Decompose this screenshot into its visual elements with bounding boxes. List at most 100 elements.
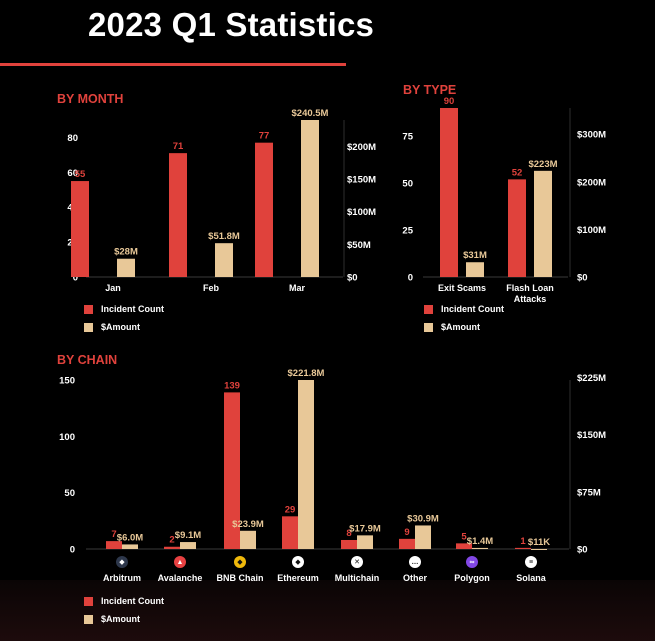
- legend-swatch-amount: [84, 614, 93, 624]
- legend-item-amount: $Amount: [424, 318, 504, 336]
- chain-label-amount: $6.0M: [117, 532, 143, 543]
- solana-icon: ≡: [525, 556, 537, 568]
- type-y-tick-left: 0: [408, 273, 413, 284]
- chain-label-amount: $9.1M: [175, 530, 201, 541]
- polygon-icon: ∞: [466, 556, 478, 568]
- type-y-tick-right: $100M: [577, 225, 606, 236]
- month-label-count: 71: [173, 141, 184, 152]
- type-bar-count: [508, 179, 526, 277]
- month-category-label: Jan: [105, 283, 121, 293]
- type-label-count: 52: [512, 167, 523, 178]
- chain-label-amount: $23.9M: [232, 519, 264, 530]
- legend-label-amount: $Amount: [101, 614, 140, 624]
- month-y-tick-right: $200M: [347, 142, 376, 153]
- type-y-tick-left: 25: [402, 226, 413, 237]
- type-category-label: Attacks: [514, 294, 547, 304]
- chain-bar-amount: [298, 380, 314, 549]
- chain-y-tick-left: 150: [59, 376, 75, 387]
- chain-bar-amount: [180, 542, 196, 549]
- month-bar-count: [169, 153, 187, 277]
- chain-y-tick-left: 100: [59, 432, 75, 443]
- type-y-tick-right: $200M: [577, 177, 606, 188]
- month-bar-amount: [215, 243, 233, 277]
- chain-label-count: 9: [404, 527, 409, 538]
- footer-background: [0, 580, 655, 641]
- chain-label-amount: $17.9M: [349, 523, 381, 534]
- month-label-count: 55: [75, 169, 86, 180]
- type-y-tick-left: 50: [402, 179, 413, 190]
- month-category-label: Mar: [289, 283, 306, 293]
- arbitrum-icon: ◆: [116, 556, 128, 568]
- type-label-count: 90: [444, 96, 455, 107]
- month-bar-count: [255, 142, 273, 277]
- month-label-amount: $28M: [114, 247, 138, 258]
- month-label-count: 77: [259, 131, 270, 142]
- legend-item-incident-count: Incident Count: [84, 592, 164, 610]
- page-title: 2023 Q1 Statistics: [88, 6, 375, 43]
- legend-item-amount: $Amount: [84, 318, 164, 336]
- type-label-amount: $31M: [463, 250, 487, 261]
- chain-category-label: Avalanche: [158, 573, 203, 583]
- legend-by-chain: Incident Count $Amount: [84, 592, 164, 628]
- chain-bar-amount: [415, 525, 431, 549]
- month-category-label: Feb: [203, 283, 220, 293]
- month-y-tick-left: 0: [73, 273, 78, 284]
- avalanche-icon: ▲: [174, 556, 186, 568]
- type-category-label: Exit Scams: [438, 283, 486, 293]
- chain-bar-count: [515, 547, 531, 549]
- chain-y-tick-left: 50: [64, 488, 75, 499]
- legend-label-amount: $Amount: [441, 322, 480, 332]
- legend-swatch-count: [424, 304, 433, 314]
- legend-item-amount: $Amount: [84, 610, 164, 628]
- month-bar-amount: [301, 120, 319, 277]
- month-y-tick-right: $0: [347, 273, 358, 284]
- type-label-amount: $223M: [528, 159, 557, 170]
- chain-label-amount: $11K: [528, 537, 550, 548]
- section-title-by-chain: BY CHAIN: [57, 353, 118, 367]
- type-y-tick-right: $300M: [577, 130, 606, 141]
- chain-bar-amount: [531, 548, 547, 550]
- legend-item-incident-count: Incident Count: [424, 300, 504, 318]
- legend-swatch-count: [84, 596, 93, 606]
- chain-bar-count: [341, 539, 357, 549]
- chain-bar-count: [282, 516, 298, 549]
- chain-label-amount: $221.8M: [288, 368, 325, 379]
- chain-category-label: BNB Chain: [217, 573, 264, 583]
- section-title-by-month: BY MONTH: [57, 92, 124, 106]
- chain-bar-amount: [357, 535, 373, 549]
- chain-label-count: 8: [346, 528, 351, 539]
- month-y-tick-right: $150M: [347, 175, 376, 186]
- legend-label-amount: $Amount: [101, 322, 140, 332]
- chain-category-label: Ethereum: [277, 573, 319, 583]
- chain-label-amount: $30.9M: [407, 513, 439, 524]
- type-bar-amount: [466, 262, 484, 277]
- legend-swatch-amount: [424, 322, 433, 332]
- legend-swatch-count: [84, 304, 93, 314]
- other-icon: …: [409, 556, 421, 568]
- multichain-icon: ✕: [351, 556, 363, 568]
- chain-y-tick-right: $0: [577, 545, 588, 556]
- chain-bar-count: [164, 546, 180, 549]
- chain-label-count: 5: [461, 531, 467, 542]
- month-bar-count: [71, 181, 89, 277]
- chain-label-amount: $1.4M: [467, 536, 493, 547]
- chain-bar-amount: [472, 547, 488, 549]
- chain-bar-amount: [122, 544, 138, 549]
- legend-by-month: Incident Count $Amount: [84, 300, 164, 336]
- section-title-by-type: BY TYPE: [403, 83, 457, 97]
- legend-by-type: Incident Count $Amount: [424, 300, 504, 336]
- month-label-amount: $240.5M: [292, 108, 329, 119]
- chain-bar-count: [106, 541, 122, 549]
- chain-y-tick-right: $225M: [577, 373, 606, 384]
- chain-category-label: Other: [403, 573, 428, 583]
- month-y-tick-left: 60: [67, 168, 78, 179]
- chain-bar-count: [456, 543, 472, 549]
- chain-bar-count: [399, 538, 415, 549]
- title-underline: [0, 63, 346, 66]
- ethereum-icon: ◆: [292, 556, 304, 568]
- legend-label-count: Incident Count: [101, 304, 164, 314]
- month-y-tick-right: $100M: [347, 207, 376, 218]
- month-y-tick-right: $50M: [347, 240, 371, 251]
- chain-y-tick-right: $150M: [577, 430, 606, 441]
